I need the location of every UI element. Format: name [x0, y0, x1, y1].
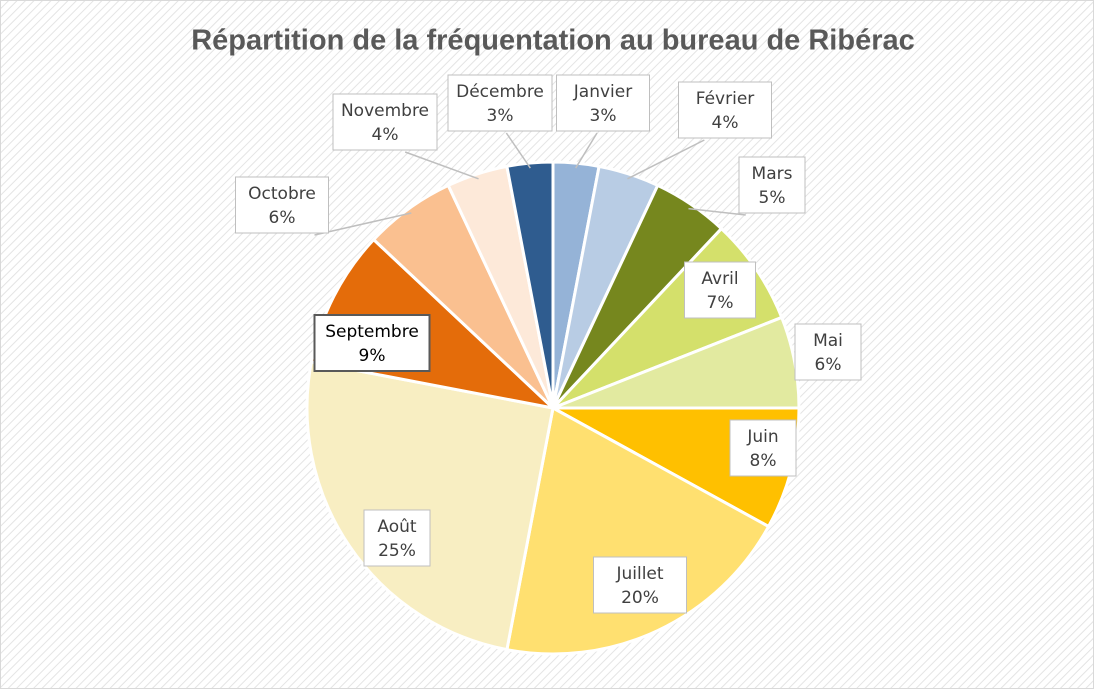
label-value: 20% [621, 588, 659, 608]
label-value: 8% [750, 451, 777, 471]
data-label: Juillet 20% [615, 564, 663, 608]
label-category: Juin [746, 427, 778, 447]
label-value: 7% [707, 293, 734, 313]
leader-line [688, 207, 746, 216]
label-value: 9% [359, 346, 386, 366]
data-label: Janvier 3% [573, 82, 632, 126]
label-box [363, 509, 431, 567]
label-value: 6% [815, 355, 842, 375]
leader-line [404, 151, 479, 180]
leader-line [505, 132, 531, 169]
label-box [678, 81, 772, 139]
label-category: Juillet [615, 564, 663, 584]
chart-title: Répartition de la fréquentation au burea… [191, 25, 915, 57]
label-box [593, 556, 687, 614]
label-category: Décembre [456, 82, 544, 102]
label-category: Novembre [341, 101, 429, 121]
label-category: Janvier [573, 82, 632, 102]
label-value: 25% [378, 541, 416, 561]
pie-slice [505, 160, 555, 409]
pie-slice [505, 405, 771, 656]
data-label: Novembre 4% [341, 101, 429, 145]
data-label: Avril 7% [701, 269, 738, 313]
label-box [332, 93, 438, 151]
label-value: 4% [712, 113, 739, 133]
label-box [684, 261, 756, 319]
data-label: Août 25% [377, 517, 417, 561]
data-label: Octobre 6% [248, 184, 316, 228]
label-box [794, 323, 862, 381]
label-value: 6% [269, 208, 296, 228]
data-label: Mai 6% [813, 331, 843, 375]
label-box [556, 74, 650, 132]
label-box [738, 156, 806, 214]
label-box [235, 176, 329, 234]
data-label: Septembre 9% [325, 322, 419, 366]
label-value: 3% [487, 106, 514, 126]
label-value: 4% [372, 125, 399, 145]
label-category: Mai [813, 331, 843, 351]
data-label: Décembre 3% [456, 82, 544, 126]
pie [305, 160, 801, 656]
label-category: Mars [752, 164, 793, 184]
label-category: Octobre [248, 184, 316, 204]
pie-slice [305, 360, 555, 652]
label-category: Septembre [325, 322, 419, 342]
label-value: 3% [590, 106, 617, 126]
data-label: Mars 5% [752, 164, 793, 208]
label-box [447, 74, 553, 132]
leader-line [314, 212, 412, 236]
data-labels: Janvier 3% Février 4% Mars 5% Avril 7% Mai 6% Juin… [235, 74, 862, 614]
label-category: Avril [701, 269, 738, 289]
label-category: Août [377, 517, 417, 537]
data-label: Juin 8% [746, 427, 778, 471]
label-box [313, 314, 431, 372]
label-category: Février [696, 89, 755, 109]
label-value: 5% [759, 188, 786, 208]
leader-line [575, 132, 598, 169]
leader-line [627, 139, 705, 180]
label-box [729, 419, 797, 477]
data-label: Février 4% [696, 89, 755, 133]
